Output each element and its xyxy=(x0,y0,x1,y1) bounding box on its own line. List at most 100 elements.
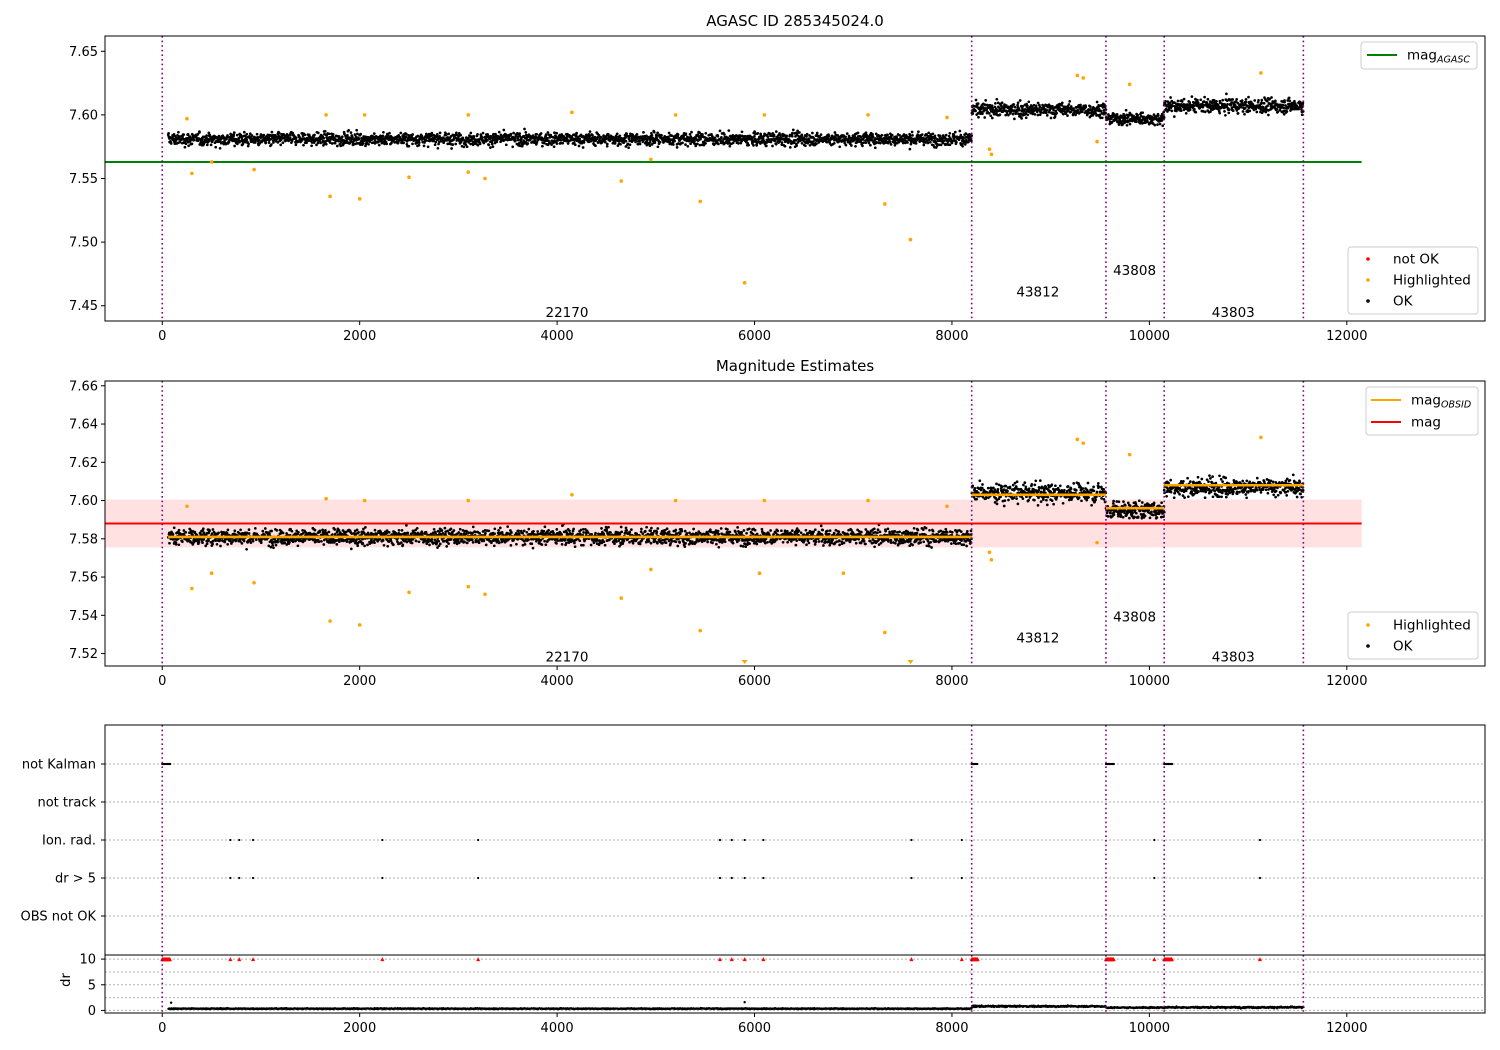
ok-point xyxy=(356,132,359,136)
ok-point xyxy=(373,142,377,145)
ok-point xyxy=(1045,109,1049,112)
ok-point xyxy=(1215,99,1218,103)
ok-point xyxy=(848,136,852,140)
ok-point xyxy=(1045,114,1049,117)
ok-point xyxy=(204,544,208,548)
ok-point xyxy=(355,528,359,532)
ok-point xyxy=(628,143,632,147)
ok-point xyxy=(381,134,385,138)
ok-point xyxy=(981,112,984,116)
obsid-label: 43803 xyxy=(1212,305,1255,321)
ok-point xyxy=(1026,113,1030,117)
ok-point xyxy=(543,525,547,529)
ok-point xyxy=(1038,113,1042,117)
ok-point xyxy=(964,132,968,135)
ok-point xyxy=(207,539,210,542)
ok-point xyxy=(186,132,190,136)
ok-point xyxy=(350,532,354,535)
y-tick-label: 7.65 xyxy=(69,45,98,60)
ok-point xyxy=(360,532,364,536)
ok-point xyxy=(200,533,204,537)
ok-point xyxy=(1124,108,1128,112)
ok-point xyxy=(414,539,418,543)
ok-point xyxy=(465,529,468,533)
ok-point xyxy=(437,544,441,548)
ok-point xyxy=(350,135,354,139)
ok-point xyxy=(245,531,249,535)
ok-point xyxy=(428,543,431,547)
ok-point xyxy=(259,541,263,545)
ok-point xyxy=(267,141,271,144)
ok-point xyxy=(543,539,546,543)
ok-point xyxy=(791,131,794,135)
highlighted-point xyxy=(762,113,767,117)
ok-point xyxy=(469,531,472,535)
ok-point xyxy=(699,137,702,141)
ok-point xyxy=(1074,113,1077,117)
ok-point xyxy=(1162,110,1166,114)
ok-point xyxy=(385,531,389,535)
ok-point xyxy=(948,143,952,147)
ok-point xyxy=(1015,109,1019,113)
ok-point xyxy=(850,144,853,147)
ok-point xyxy=(977,115,980,119)
ok-point xyxy=(276,141,280,144)
ok-point xyxy=(584,527,587,531)
ok-point xyxy=(483,529,487,532)
y-tick-label: 7.55 xyxy=(69,172,98,187)
ok-point xyxy=(961,144,964,148)
ok-point xyxy=(1286,106,1290,110)
ok-point xyxy=(976,102,980,105)
ok-point xyxy=(573,541,576,545)
ok-point xyxy=(880,133,884,137)
ok-point xyxy=(1229,103,1233,107)
ok-point xyxy=(803,137,806,141)
ok-point xyxy=(888,140,892,144)
ok-point xyxy=(168,541,171,545)
ok-point xyxy=(1018,99,1022,102)
ok-point xyxy=(920,133,924,136)
ok-point xyxy=(471,541,475,544)
ok-point xyxy=(283,541,287,545)
ok-point xyxy=(727,129,731,132)
ok-point xyxy=(239,528,242,532)
ok-point xyxy=(524,133,528,137)
ok-point xyxy=(1034,104,1038,108)
ok-point xyxy=(953,130,957,134)
ok-point xyxy=(1176,99,1180,103)
ok-point xyxy=(446,529,449,533)
ok-point xyxy=(903,138,906,142)
ok-point xyxy=(922,143,926,147)
ok-point xyxy=(169,142,173,145)
ok-point xyxy=(387,530,391,534)
ok-point xyxy=(673,139,676,143)
ok-point xyxy=(1297,107,1301,111)
highlighted-point xyxy=(1075,73,1080,78)
ok-point xyxy=(642,131,645,134)
ok-point xyxy=(473,530,477,534)
ok-point xyxy=(211,542,214,546)
ok-point xyxy=(998,106,1001,110)
ok-point xyxy=(233,529,237,533)
ok-point xyxy=(1084,105,1088,109)
ok-point xyxy=(795,132,799,135)
ok-point xyxy=(400,139,404,143)
highlighted-point xyxy=(357,197,362,201)
ok-point xyxy=(1166,100,1170,103)
ok-point xyxy=(313,133,316,137)
ok-point xyxy=(323,129,327,133)
ok-point xyxy=(1094,111,1098,115)
ok-point xyxy=(871,136,875,139)
ok-point xyxy=(425,542,429,546)
ok-point xyxy=(717,142,720,146)
ok-point xyxy=(855,140,859,144)
ok-point xyxy=(498,526,502,530)
y-tick-label: 7.50 xyxy=(69,236,98,251)
ok-point xyxy=(258,139,261,142)
ok-point xyxy=(349,131,353,134)
ok-point xyxy=(192,138,196,142)
ok-point xyxy=(792,141,796,145)
highlighted-point xyxy=(1127,82,1132,87)
ok-point xyxy=(445,133,448,136)
ok-point xyxy=(959,133,963,137)
